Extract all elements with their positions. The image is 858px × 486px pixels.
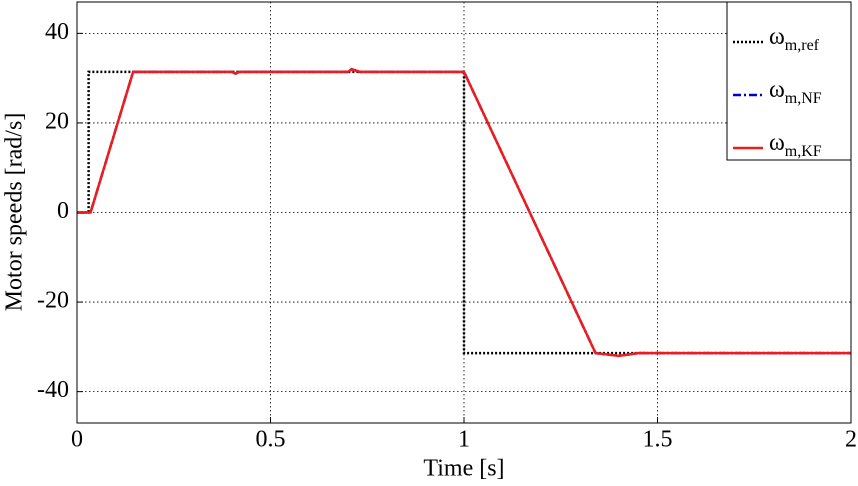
series-line (77, 67, 851, 358)
x-tick-label: 2 (845, 427, 857, 453)
y-axis-label: Motor speeds [rad/s] (2, 113, 28, 312)
legend-subscript: m,NF (785, 90, 822, 107)
x-tick-label: 1.5 (643, 427, 673, 453)
legend-symbol: ω (769, 130, 785, 156)
legend-subscript: m,KF (785, 143, 822, 160)
legend-subscript: m,ref (785, 37, 820, 54)
x-tick-label: 0.5 (256, 427, 286, 453)
legend-entry: ωm,NF (769, 77, 822, 107)
y-tick-label: -40 (37, 377, 69, 403)
x-axis-label: Time [s] (423, 456, 504, 482)
x-tick-label: 0 (71, 427, 83, 453)
y-tick-label: -20 (37, 288, 69, 314)
legend-entry: ωm,KF (769, 130, 822, 160)
legend-symbol: ω (769, 24, 785, 50)
legend-entry: ωm,ref (769, 24, 820, 54)
legend-box (726, 1, 852, 161)
y-tick-label: 20 (45, 108, 69, 134)
y-tick-label: 40 (45, 19, 69, 45)
x-tick-label: 1 (458, 427, 470, 453)
legend-symbol: ω (769, 77, 785, 103)
plot-frame (76, 1, 852, 424)
y-tick-label: 0 (57, 198, 69, 224)
